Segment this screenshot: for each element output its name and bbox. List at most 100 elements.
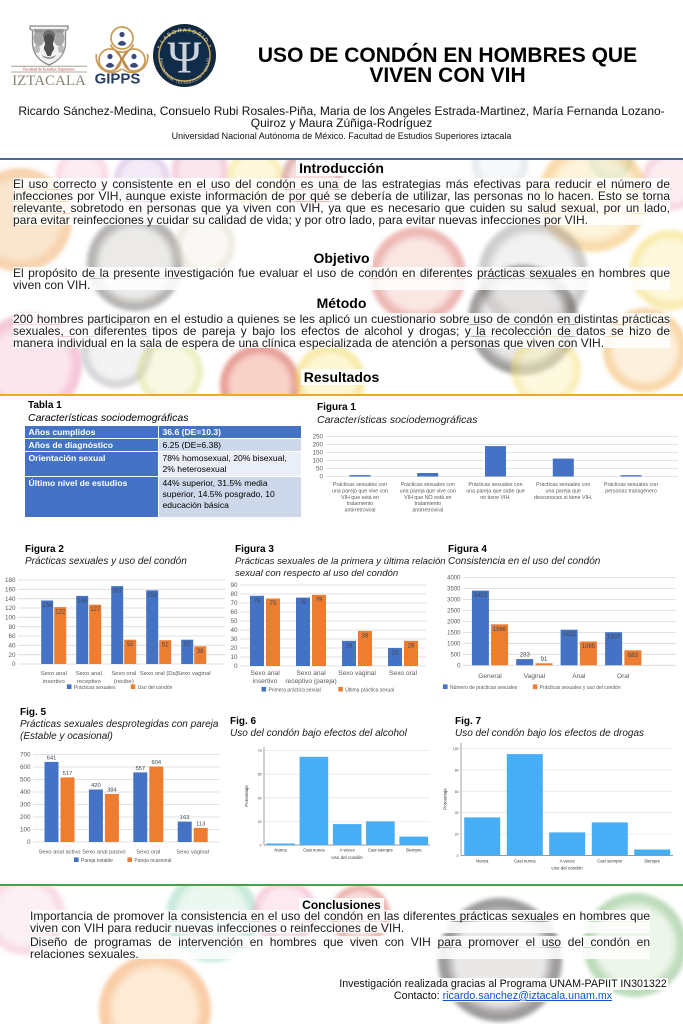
svg-text:0: 0 [457, 664, 461, 670]
svg-text:20: 20 [8, 652, 16, 659]
svg-text:Uso del condón: Uso del condón [551, 866, 583, 871]
svg-text:Porcentaje: Porcentaje [244, 785, 249, 807]
svg-text:VIH que está en: VIH que está en [341, 495, 379, 501]
svg-text:0: 0 [27, 839, 31, 846]
svg-text:40: 40 [455, 811, 459, 815]
svg-text:80: 80 [8, 624, 16, 631]
svg-text:Casi nunca: Casi nunca [514, 859, 536, 864]
svg-text:52: 52 [127, 642, 134, 648]
svg-text:250: 250 [312, 434, 323, 441]
svg-text:127: 127 [90, 607, 101, 613]
svg-text:Anal: Anal [572, 673, 586, 680]
svg-text:39: 39 [362, 633, 369, 639]
svg-text:20: 20 [392, 651, 399, 657]
svg-text:20: 20 [455, 833, 459, 837]
svg-text:Sexo anal: Sexo anal [296, 670, 326, 677]
svg-text:51: 51 [162, 643, 169, 649]
svg-text:1623: 1623 [562, 632, 576, 638]
svg-text:Sexo oral: Sexo oral [136, 850, 160, 856]
svg-text:600: 600 [20, 764, 31, 771]
svg-text:20: 20 [258, 820, 262, 824]
svg-text:Figura 3: Figura 3 [235, 544, 274, 555]
svg-text:Sexo vaginal: Sexo vaginal [177, 671, 211, 677]
svg-text:Figura 1: Figura 1 [317, 402, 356, 413]
svg-text:Uso del condón: Uso del condón [331, 855, 363, 860]
svg-text:Consistencia en el uso del con: Consistencia en el uso del condón [448, 556, 601, 567]
svg-text:100: 100 [5, 615, 16, 622]
svg-text:700: 700 [20, 752, 31, 759]
svg-text:no tiene VIH.: no tiene VIH. [480, 495, 511, 501]
svg-text:Prácticas sexuales con: Prácticas sexuales con [401, 482, 455, 488]
svg-text:113: 113 [196, 821, 205, 827]
svg-text:una pareja que: una pareja que [546, 488, 581, 494]
svg-text:3000: 3000 [447, 598, 461, 604]
svg-text:Pareja ocasional: Pareja ocasional [134, 858, 171, 864]
svg-text:3500: 3500 [447, 587, 461, 593]
svg-text:Prácticas sexuales con: Prácticas sexuales con [468, 482, 522, 488]
svg-text:30: 30 [230, 636, 238, 643]
svg-text:Última práctica sexual: Última práctica sexual [345, 687, 394, 694]
svg-text:641: 641 [47, 755, 57, 761]
svg-text:420: 420 [91, 783, 101, 789]
svg-text:Características sociodemográfi: Características sociodemográficas [317, 414, 478, 426]
svg-text:78: 78 [254, 598, 261, 604]
svg-text:160: 160 [5, 587, 16, 594]
svg-text:(Estable y ocasional): (Estable y ocasional) [20, 731, 113, 742]
svg-text:Porcentaje: Porcentaje [443, 788, 448, 810]
svg-text:Siempre: Siempre [406, 848, 423, 853]
svg-text:tratamiento: tratamiento [347, 501, 374, 507]
svg-text:150: 150 [312, 450, 323, 457]
svg-text:sexual con respecto al uso del: sexual con respecto al uso del condón [235, 568, 398, 579]
svg-text:una pareja que vive con: una pareja que vive con [400, 488, 456, 494]
svg-text:Nunca: Nunca [476, 859, 489, 864]
svg-text:79: 79 [258, 749, 262, 753]
svg-text:40: 40 [8, 643, 16, 650]
svg-text:tratamiento: tratamiento [415, 501, 442, 507]
svg-text:200: 200 [20, 814, 31, 821]
svg-text:una pareja que sabe que: una pareja que sabe que [466, 488, 525, 494]
svg-text:20: 20 [230, 645, 238, 652]
svg-text:0: 0 [12, 661, 16, 668]
svg-text:517: 517 [63, 771, 73, 777]
svg-text:Sexo anal: Sexo anal [76, 671, 102, 677]
svg-text:Prácticas sexuales y uso del c: Prácticas sexuales y uso del condón [540, 685, 621, 691]
svg-text:80: 80 [230, 591, 238, 598]
svg-text:10: 10 [230, 654, 238, 661]
svg-text:Uso del condón: Uso del condón [138, 685, 173, 691]
svg-text:0: 0 [234, 663, 238, 670]
svg-text:28: 28 [408, 643, 415, 649]
svg-text:receptivo: receptivo [77, 679, 102, 685]
svg-text:28: 28 [346, 643, 353, 649]
svg-text:38: 38 [197, 649, 204, 655]
svg-text:Prácticas sexuales de la prime: Prácticas sexuales de la primera y últim… [235, 556, 446, 567]
svg-text:Prácticas sexuales con: Prácticas sexuales con [536, 482, 590, 488]
svg-text:Sexo anal: Sexo anal [41, 671, 67, 677]
svg-text:1000: 1000 [447, 642, 461, 648]
svg-text:Sexo oral: Sexo oral [389, 670, 417, 677]
svg-text:Fig. 6: Fig. 6 [230, 716, 257, 727]
svg-text:75: 75 [270, 601, 277, 607]
svg-text:Prácticas sexuales con: Prácticas sexuales con [333, 482, 387, 488]
svg-text:180: 180 [5, 577, 16, 584]
svg-text:100: 100 [312, 458, 323, 465]
svg-text:Facultad de Estudios Superiore: Facultad de Estudios Superiores [23, 66, 75, 71]
svg-text:300: 300 [20, 802, 31, 809]
svg-text:120: 120 [5, 605, 16, 612]
svg-text:500: 500 [450, 653, 461, 659]
svg-text:Figura 2: Figura 2 [25, 544, 64, 555]
svg-text:A veces: A veces [560, 859, 575, 864]
svg-text:Ψ: Ψ [168, 32, 202, 83]
svg-text:122: 122 [55, 610, 66, 616]
svg-text:Figura 4: Figura 4 [448, 544, 487, 555]
svg-text:1866: 1866 [493, 627, 507, 633]
svg-text:una pareja que vive con: una pareja que vive con [332, 488, 388, 494]
svg-text:IZTACALA: IZTACALA [12, 73, 86, 88]
svg-text:Casi siempre: Casi siempre [597, 859, 623, 864]
svg-text:GIPPS: GIPPS [95, 71, 141, 88]
svg-text:70: 70 [230, 600, 238, 607]
svg-text:(recibe): (recibe) [114, 679, 134, 685]
svg-text:91: 91 [541, 657, 548, 663]
svg-text:Prácticas sexuales y uso del c: Prácticas sexuales y uso del condón [25, 556, 187, 567]
svg-text:A veces: A veces [340, 848, 355, 853]
svg-text:4000: 4000 [447, 576, 461, 582]
